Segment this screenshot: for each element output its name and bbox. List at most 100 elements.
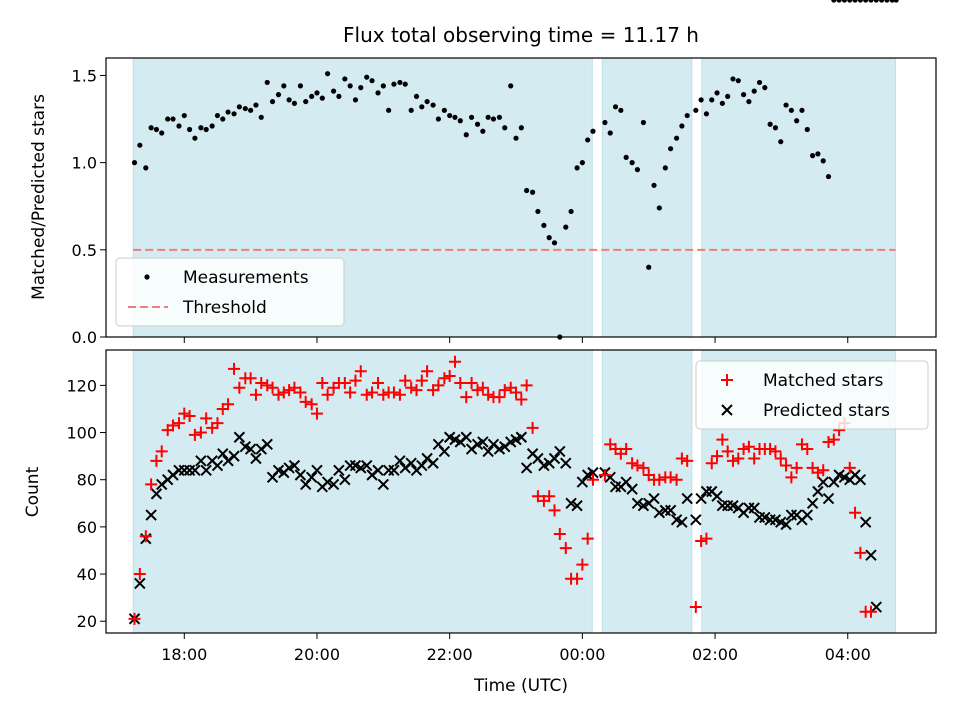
measurement-point [684,112,690,119]
measurement-point [746,98,752,105]
measurement-point [590,128,596,134]
measurement-point [324,71,331,77]
matched-star-point [827,433,840,446]
measurement-point [347,83,353,89]
measurement-point [668,146,674,152]
x-tick-label: 18:00 [161,645,207,664]
predicted-star-point [333,464,345,476]
measurement-point [336,93,342,99]
measurement-point [248,107,254,113]
matched-star-point [620,443,633,456]
matched-star-point [405,381,418,394]
measurement-point [496,114,503,120]
predicted-star-point [812,485,824,498]
measurement-point [884,0,890,3]
measurement-point [236,104,242,110]
measurement-point [419,104,425,110]
y-tick-label: 100 [66,424,97,443]
measurement-point [868,0,874,3]
measurement-point [772,125,779,131]
predicted-star-point [676,516,688,528]
matched-star-point [515,393,528,406]
measurement-point [303,98,309,105]
measurement-point [714,90,720,96]
predicted-star-point [648,492,660,505]
matched-star-point [721,445,734,458]
measurement-point [788,107,794,113]
matched-star-point [310,407,323,420]
predicted-star-point [571,499,583,512]
measurement-point [767,121,773,127]
measurement-point [330,88,337,94]
measurement-point [435,116,441,122]
predicted-star-point [822,492,835,505]
legend-box [695,360,929,430]
predicted-star-point [801,509,813,521]
matched-stars-series [129,356,877,625]
top-legend: Measurements Threshold [115,257,345,327]
measurement-point [535,208,541,215]
measurement-point [386,107,392,113]
measurement-point [709,97,715,103]
measurement-point [214,112,221,119]
matched-star-point [167,419,180,432]
measurement-point [815,151,821,157]
measurement-point [852,0,858,3]
predicted-star-point [748,502,760,514]
top-y-ticks: 0.0 0.5 1.0 1.5 [72,66,106,347]
matched-star-point [266,381,279,394]
measurement-point [679,123,685,129]
matched-star-point [675,452,688,465]
matched-star-point [581,532,594,545]
measurement-point [656,205,662,211]
matched-star-point [133,568,146,581]
measurement-point [203,126,209,133]
matched-star-point [493,391,506,404]
measurement-point [602,119,608,126]
measurement-point [751,88,757,94]
measurement-point [375,90,381,96]
predicted-star-point [631,497,644,509]
matched-star-point [277,386,290,399]
predicted-star-point [372,464,384,476]
measurement-point [820,158,826,164]
measurement-point [319,95,325,101]
matched-star-point [233,381,246,394]
measurement-point [242,105,248,112]
predicted-star-point [565,497,577,509]
measurement-point [893,0,899,3]
matched-star-point [854,546,867,559]
predicted-star-point [377,478,390,491]
matched-star-point [338,377,351,390]
matched-star-point [387,386,400,399]
measurement-point [836,0,842,3]
predicted-star-point [327,478,340,491]
x-tick-label: 04:00 [825,645,871,664]
matched-star-point [283,384,296,397]
x-tick-label: 02:00 [692,645,738,664]
y-tick-label: 20 [77,612,97,631]
measurement-point [607,130,613,136]
matched-star-point [711,450,724,463]
observing-window [601,57,693,338]
matched-star-point [443,369,456,382]
matched-star-point [695,535,708,548]
measurement-point [804,126,810,133]
measurement-point [286,97,292,103]
measurement-point [646,264,652,270]
matched-star-point [249,388,262,401]
measurement-point [612,104,619,110]
measurement-point [231,111,237,117]
measurement-point [474,121,481,127]
matched-star-point [653,473,666,486]
matched-star-point [681,454,694,467]
predicted-star-point [261,438,273,451]
predicted-star-point [865,549,877,561]
predicted-star-point [294,469,307,481]
measurement-point [502,125,508,131]
predicted-star-point [520,462,533,474]
measurement-point [857,0,863,3]
measurement-point [740,92,747,98]
matched-star-point [305,398,318,411]
